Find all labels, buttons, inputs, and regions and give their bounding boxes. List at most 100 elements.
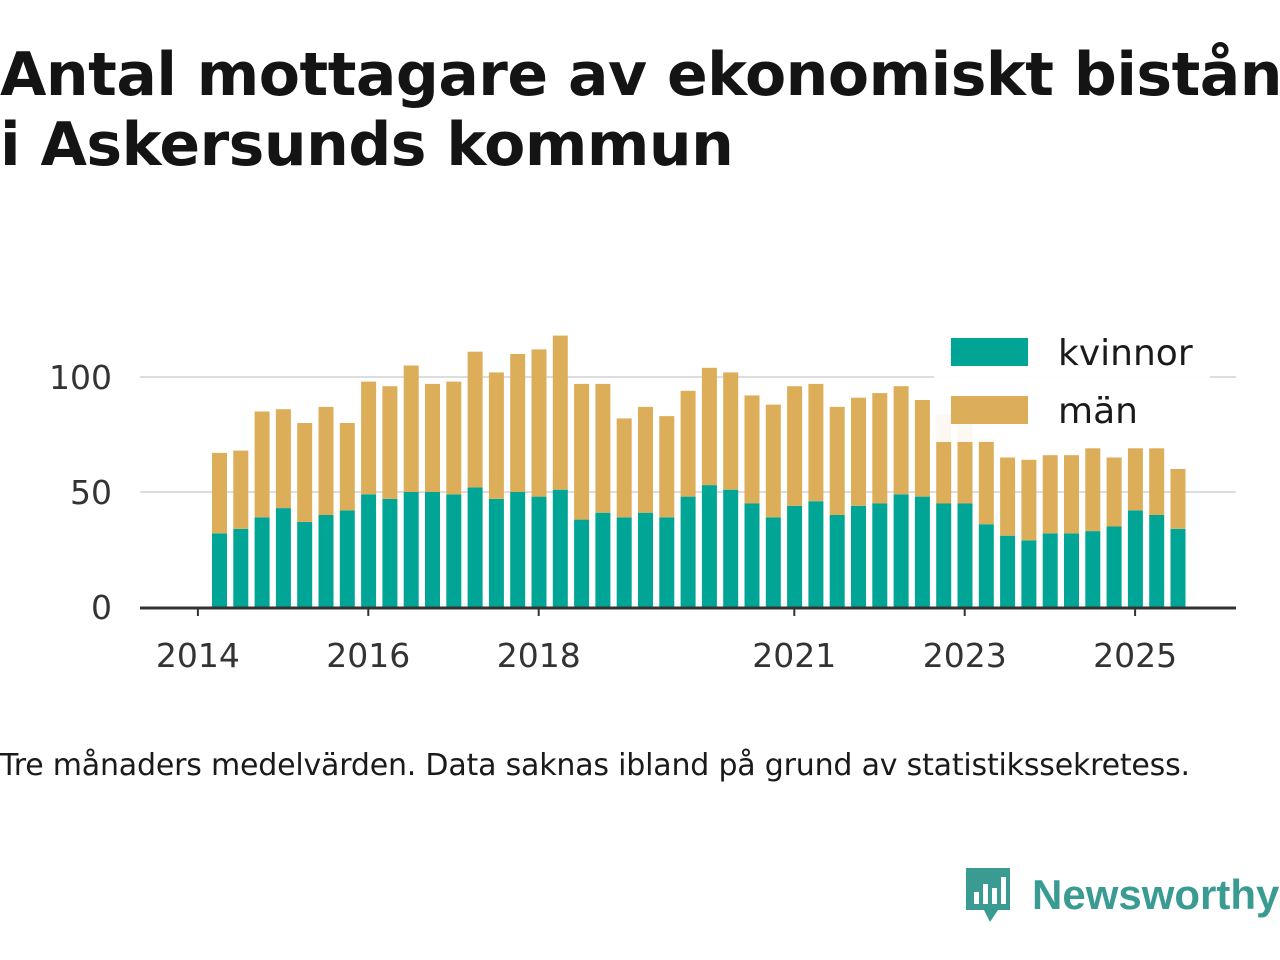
bar-kvinnor-0 bbox=[212, 533, 227, 607]
stacked-bar-chart: 0 50 100 2014 2016 2018 2021 2023 2025 kvinnor mä… bbox=[49, 326, 1236, 675]
newsworthy-logo: Newsworthy bbox=[962, 864, 1279, 926]
bar-kvinnor-25 bbox=[744, 503, 760, 607]
bar-man-2 bbox=[254, 411, 270, 518]
bar-kvinnor-27 bbox=[787, 505, 803, 607]
bar-kvinnor-19 bbox=[616, 517, 632, 607]
bar-man-3 bbox=[275, 409, 291, 509]
bar-kvinnor-8 bbox=[382, 498, 398, 607]
bar-man-41 bbox=[1085, 448, 1101, 532]
bar-kvinnor-45 bbox=[1170, 528, 1186, 607]
bars bbox=[212, 335, 1186, 607]
bar-kvinnor-31 bbox=[872, 503, 888, 607]
bar-man-35 bbox=[957, 423, 973, 504]
x-tick-label-2025: 2025 bbox=[1093, 636, 1177, 675]
bar-kvinnor-18 bbox=[595, 512, 611, 607]
bar-man-45 bbox=[1170, 469, 1186, 529]
bar-man-36 bbox=[978, 439, 994, 525]
bar-man-31 bbox=[872, 393, 888, 504]
bar-kvinnor-28 bbox=[808, 501, 824, 607]
chart-title-line-1: Antal mottagare av ekonomiskt bistånd bbox=[0, 40, 1280, 110]
bar-kvinnor-33 bbox=[914, 496, 930, 607]
bar-man-23 bbox=[701, 367, 717, 486]
bar-kvinnor-7 bbox=[361, 494, 377, 607]
bar-kvinnor-23 bbox=[701, 485, 717, 607]
bar-kvinnor-43 bbox=[1127, 510, 1143, 607]
bar-man-37 bbox=[1000, 457, 1016, 536]
bar-kvinnor-38 bbox=[1021, 540, 1037, 607]
bar-man-28 bbox=[808, 383, 824, 502]
bar-man-24 bbox=[723, 372, 739, 490]
bar-kvinnor-29 bbox=[829, 515, 845, 607]
brand-name: Newsworthy bbox=[1032, 871, 1280, 918]
bar-kvinnor-35 bbox=[957, 503, 973, 607]
bar-man-9 bbox=[403, 365, 419, 492]
bar-kvinnor-12 bbox=[467, 487, 483, 607]
bar-man-1 bbox=[233, 450, 249, 529]
bar-kvinnor-6 bbox=[339, 510, 355, 607]
bar-kvinnor-1 bbox=[233, 528, 249, 607]
y-tick-label-50: 50 bbox=[70, 473, 112, 512]
bar-man-11 bbox=[446, 381, 462, 495]
bar-man-10 bbox=[425, 383, 440, 492]
newsworthy-logo-icon bbox=[966, 868, 1010, 922]
bar-kvinnor-13 bbox=[488, 498, 504, 607]
bar-man-14 bbox=[510, 354, 526, 492]
legend: kvinnor män bbox=[934, 326, 1210, 442]
bar-man-18 bbox=[595, 383, 611, 513]
bar-kvinnor-11 bbox=[446, 494, 462, 607]
bar-man-27 bbox=[787, 386, 803, 506]
x-tick-label-2016: 2016 bbox=[326, 636, 410, 675]
bar-kvinnor-15 bbox=[531, 496, 547, 607]
bar-kvinnor-21 bbox=[659, 517, 675, 607]
bar-man-22 bbox=[680, 390, 696, 497]
chart-title-line-2: i Askersunds kommun bbox=[0, 110, 734, 180]
axes: 0 50 100 2014 2016 2018 2021 2023 2025 bbox=[49, 358, 1236, 675]
bar-man-17 bbox=[574, 383, 590, 520]
bar-man-12 bbox=[467, 351, 483, 488]
bar-man-29 bbox=[829, 406, 845, 515]
bar-man-0 bbox=[212, 452, 227, 534]
bar-man-30 bbox=[851, 397, 866, 506]
bar-man-25 bbox=[744, 395, 760, 504]
bar-man-8 bbox=[382, 386, 398, 499]
bar-kvinnor-24 bbox=[723, 489, 739, 607]
bar-kvinnor-17 bbox=[574, 519, 590, 607]
bar-man-42 bbox=[1106, 457, 1122, 527]
bar-man-44 bbox=[1149, 448, 1165, 515]
y-tick-label-0: 0 bbox=[91, 588, 112, 627]
bar-kvinnor-20 bbox=[638, 512, 653, 607]
bar-man-20 bbox=[638, 406, 653, 513]
bar-kvinnor-26 bbox=[765, 517, 781, 607]
bar-kvinnor-5 bbox=[318, 515, 334, 607]
footnote: Tre månaders medelvärden. Data saknas ib… bbox=[0, 748, 1190, 783]
x-tick-label-2018: 2018 bbox=[497, 636, 581, 675]
bar-kvinnor-3 bbox=[275, 508, 291, 607]
bar-kvinnor-34 bbox=[936, 503, 952, 607]
bar-man-40 bbox=[1064, 455, 1079, 534]
legend-swatch-1 bbox=[951, 396, 1028, 424]
legend-label-1: män bbox=[1058, 391, 1138, 432]
bar-man-33 bbox=[914, 400, 930, 497]
bar-kvinnor-37 bbox=[1000, 535, 1016, 607]
bar-kvinnor-2 bbox=[254, 517, 270, 607]
chart-title: Antal mottagare av ekonomiskt bistånd i … bbox=[0, 40, 1280, 180]
bar-man-4 bbox=[297, 423, 313, 522]
bar-kvinnor-9 bbox=[403, 492, 419, 607]
x-tick-label-2021: 2021 bbox=[752, 636, 836, 675]
bar-kvinnor-39 bbox=[1042, 533, 1058, 607]
bar-man-26 bbox=[765, 404, 781, 518]
bar-kvinnor-36 bbox=[978, 524, 994, 607]
legend-label-0: kvinnor bbox=[1058, 333, 1193, 374]
bar-man-19 bbox=[616, 418, 632, 518]
x-tick-label-2014: 2014 bbox=[156, 636, 240, 675]
bar-kvinnor-32 bbox=[893, 494, 909, 607]
bar-man-5 bbox=[318, 406, 334, 515]
bar-kvinnor-22 bbox=[680, 496, 696, 607]
bar-kvinnor-44 bbox=[1149, 515, 1165, 607]
bar-kvinnor-4 bbox=[297, 521, 313, 607]
bar-man-13 bbox=[488, 372, 504, 499]
x-tick-label-2023: 2023 bbox=[923, 636, 1007, 675]
y-tick-label-100: 100 bbox=[49, 358, 112, 397]
bar-kvinnor-16 bbox=[552, 489, 568, 607]
bar-kvinnor-40 bbox=[1064, 533, 1079, 607]
